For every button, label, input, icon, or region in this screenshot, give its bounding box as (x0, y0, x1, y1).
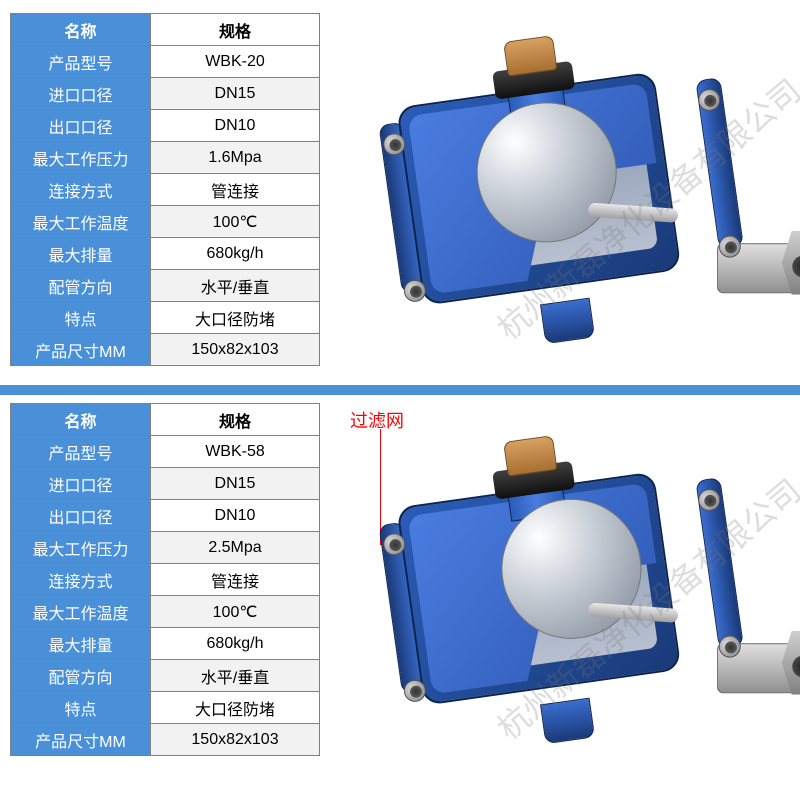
value-dim: 150x82x103 (151, 724, 320, 756)
label-flow: 最大排量 (11, 238, 151, 270)
label-pipedir: 配管方向 (11, 270, 151, 302)
label-feature: 特点 (11, 692, 151, 724)
value-pressure: 1.6Mpa (151, 142, 320, 174)
label-flow: 最大排量 (11, 628, 151, 660)
spec-table-wbk20: 名称 规格 产品型号WBK-20 进口口径DN15 出口口径DN10 最大工作压… (10, 13, 320, 366)
label-pressure: 最大工作压力 (11, 532, 151, 564)
value-connection: 管连接 (151, 174, 320, 206)
valve-illustration (327, 0, 800, 403)
label-pressure: 最大工作压力 (11, 142, 151, 174)
col-header-spec: 规格 (151, 14, 320, 46)
label-dim: 产品尺寸MM (11, 334, 151, 366)
label-inlet: 进口口径 (11, 78, 151, 110)
label-pipedir: 配管方向 (11, 660, 151, 692)
col-header-spec: 规格 (151, 404, 320, 436)
label-connection: 连接方式 (11, 564, 151, 596)
product-render-wbk20: 杭州新磊净化设备有限公司 (320, 5, 800, 385)
value-temp: 100℃ (151, 206, 320, 238)
col-header-name: 名称 (11, 14, 151, 46)
label-outlet: 出口口径 (11, 500, 151, 532)
value-connection: 管连接 (151, 564, 320, 596)
col-header-name: 名称 (11, 404, 151, 436)
value-pressure: 2.5Mpa (151, 532, 320, 564)
value-feature: 大口径防堵 (151, 692, 320, 724)
value-pipedir: 水平/垂直 (151, 270, 320, 302)
label-inlet: 进口口径 (11, 468, 151, 500)
product-section-wbk58: 名称 规格 产品型号WBK-58 进口口径DN15 出口口径DN10 最大工作压… (0, 395, 800, 790)
value-model: WBK-58 (151, 436, 320, 468)
value-flow: 680kg/h (151, 238, 320, 270)
value-dim: 150x82x103 (151, 334, 320, 366)
annotation-filter-label: 过滤网 (350, 407, 404, 433)
label-temp: 最大工作温度 (11, 206, 151, 238)
label-outlet: 出口口径 (11, 110, 151, 142)
product-render-wbk58: 过滤网 杭州新磊净化设备有限公司 (320, 395, 800, 775)
label-temp: 最大工作温度 (11, 596, 151, 628)
label-model: 产品型号 (11, 436, 151, 468)
product-section-wbk20: 名称 规格 产品型号WBK-20 进口口径DN15 出口口径DN10 最大工作压… (0, 0, 800, 385)
value-outlet: DN10 (151, 110, 320, 142)
value-flow: 680kg/h (151, 628, 320, 660)
value-pipedir: 水平/垂直 (151, 660, 320, 692)
valve-illustration (327, 387, 800, 803)
value-model: WBK-20 (151, 46, 320, 78)
value-inlet: DN15 (151, 78, 320, 110)
value-inlet: DN15 (151, 468, 320, 500)
label-feature: 特点 (11, 302, 151, 334)
value-temp: 100℃ (151, 596, 320, 628)
spec-table-wbk58: 名称 规格 产品型号WBK-58 进口口径DN15 出口口径DN10 最大工作压… (10, 403, 320, 756)
label-model: 产品型号 (11, 46, 151, 78)
label-dim: 产品尺寸MM (11, 724, 151, 756)
value-feature: 大口径防堵 (151, 302, 320, 334)
value-outlet: DN10 (151, 500, 320, 532)
label-connection: 连接方式 (11, 174, 151, 206)
